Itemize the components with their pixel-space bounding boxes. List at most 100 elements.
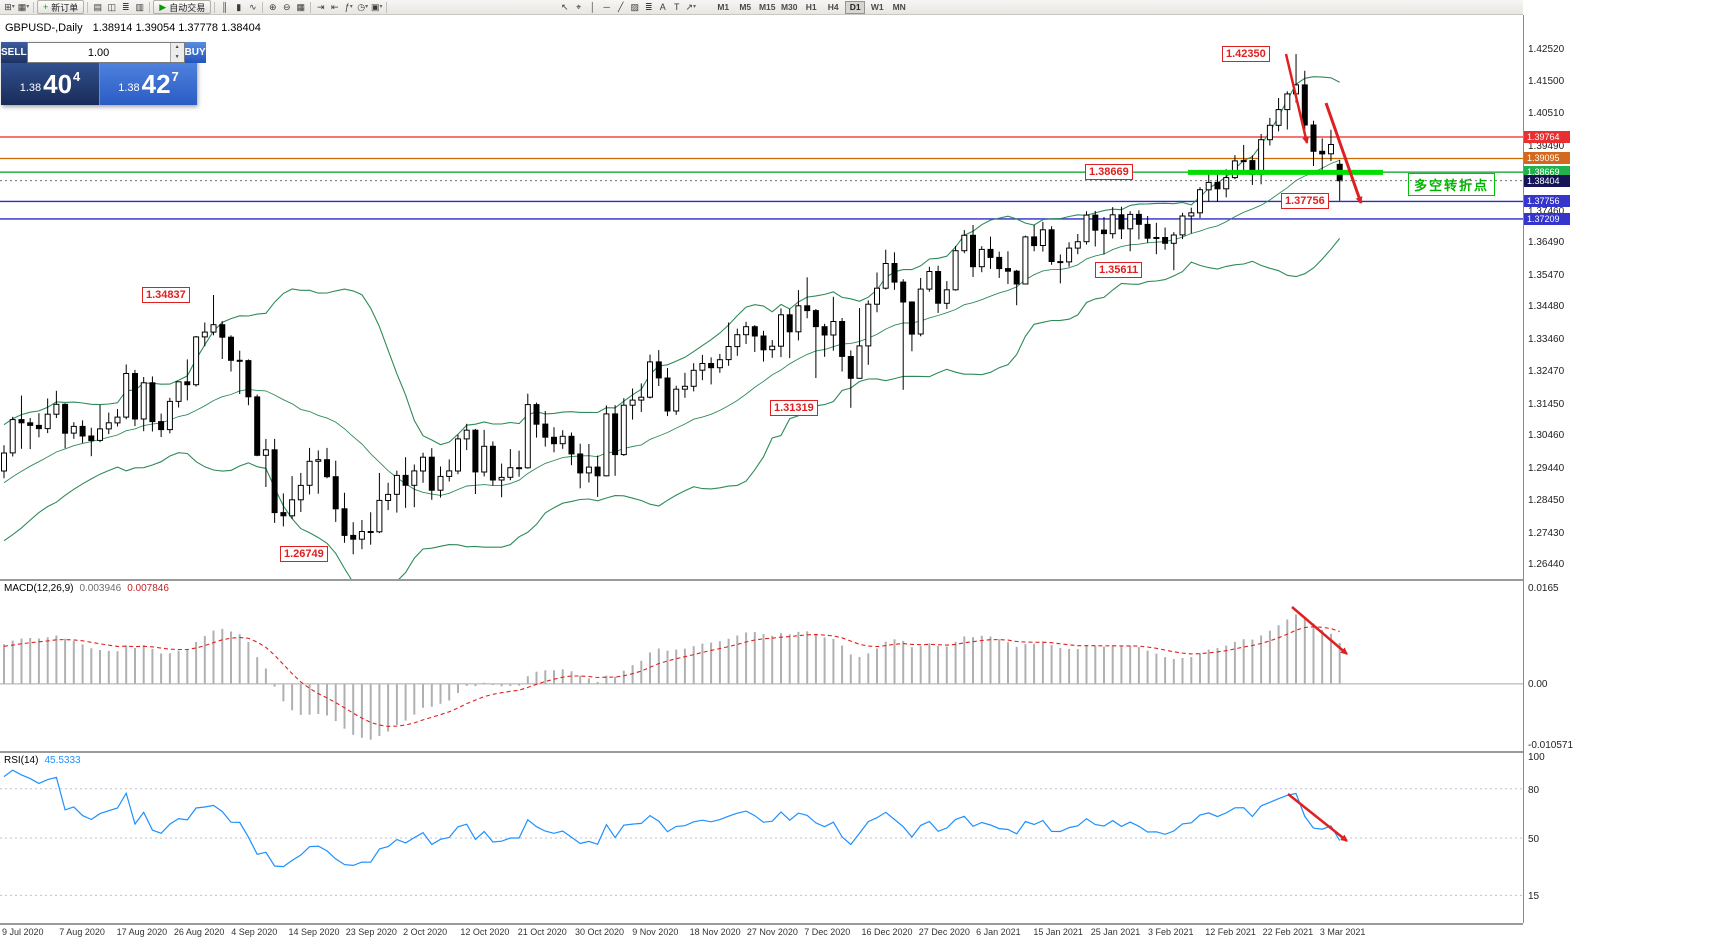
date-axis-label: 3 Mar 2021 <box>1319 927 1366 937</box>
rsi-scale-label: 50 <box>1528 834 1540 845</box>
timeframe-h1-button[interactable]: H1 <box>805 1 817 12</box>
market-watch-icon[interactable]: ▤ <box>93 1 103 12</box>
macd-indicator-panel[interactable]: MACD(12,26,9) 0.003946 0.007846 <box>0 581 1523 751</box>
candlestick-chart-icon[interactable]: ▮ <box>236 1 242 12</box>
text-label-icon[interactable]: T <box>673 1 680 12</box>
sell-price-prefix: 1.38 <box>19 82 42 94</box>
terminal-icon[interactable]: ▥ <box>135 1 145 12</box>
price-scale-label: 1.29440 <box>1528 463 1565 475</box>
vertical-line-icon[interactable]: │ <box>589 1 596 12</box>
price-scale-label: 1.28450 <box>1528 494 1565 506</box>
templates-icon[interactable]: ▣ ▾ <box>370 1 383 12</box>
autotrading-button[interactable]: ▶ 自动交易 <box>153 0 212 14</box>
auto-scroll-icon[interactable]: ⇥ <box>316 1 325 12</box>
macd-main-value: 0.003946 <box>79 583 122 594</box>
new-chart-icon[interactable]: ⊞ ▾ <box>4 1 15 12</box>
zoom-in-icon[interactable]: ⊕ <box>268 1 277 12</box>
chart-shift-icon[interactable]: ⇤ <box>330 1 339 12</box>
fibonacci-icon[interactable]: ≣ <box>644 1 653 12</box>
price-scale-label: 1.42520 <box>1528 43 1565 55</box>
trendline-icon[interactable]: ╱ <box>618 1 624 12</box>
timeframe-m15-button[interactable]: M15 <box>758 1 776 12</box>
date-axis-label: 17 Aug 2020 <box>116 927 168 937</box>
price-scale-label: 1.31450 <box>1528 398 1565 410</box>
price-scale-label: 1.41500 <box>1528 76 1565 88</box>
equidistant-channel-icon[interactable]: ▨ <box>630 1 639 12</box>
price-tag: 1.39764 <box>1524 131 1570 144</box>
sell-price-display[interactable]: 1.38 40 4 <box>1 63 99 105</box>
macd-scale-label: -0.010571 <box>1528 740 1574 752</box>
macd-chart-canvas[interactable] <box>0 581 1523 751</box>
toolbar-separator <box>214 1 216 13</box>
timeframe-m1-button[interactable]: M1 <box>717 1 730 12</box>
timeframe-w1-button[interactable]: W1 <box>870 1 884 12</box>
date-axis-label: 14 Sep 2020 <box>288 927 340 937</box>
toolbar: ⊞ ▾ ▦ ▾ + 新订单 ▤ ◫ ≣ ▥ ▶ 自动交易 ║ ▮ ∿ ⊕ ⊖ ▦ ⇥ ⇤ ƒ ▾ ◷ ▾ ▣ ▾ ↖ ⌖ │ ─ ╱ ▨ ≣ A T… <box>0 0 1732 15</box>
sell-price-big-digits: 40 <box>43 68 73 99</box>
date-axis-label: 2 Oct 2020 <box>403 927 448 937</box>
chart-ohlc-values: 1.38914 1.39054 1.37778 1.38404 <box>92 22 261 34</box>
new-order-button[interactable]: + 新订单 <box>37 0 85 14</box>
data-window-icon[interactable]: ◫ <box>107 1 117 12</box>
price-scale-label: 1.37460 <box>1528 205 1565 217</box>
price-scale-label: 1.35470 <box>1528 269 1565 281</box>
date-axis-label: 15 Jan 2021 <box>1033 927 1083 937</box>
toolbar-separator <box>310 1 312 13</box>
price-scale-label: 1.26440 <box>1528 559 1565 571</box>
date-axis-label: 30 Oct 2020 <box>575 927 625 937</box>
tile-windows-icon[interactable]: ▦ <box>296 1 305 12</box>
date-axis-label: 22 Feb 2021 <box>1262 927 1314 937</box>
date-axis-label: 9 Jul 2020 <box>2 927 44 937</box>
rsi-line <box>3 769 1341 868</box>
date-axis-label: 9 Nov 2020 <box>632 927 679 937</box>
buy-price-big-digits: 42 <box>141 68 171 99</box>
price-scale-label: 1.34480 <box>1528 301 1565 313</box>
toolbar-separator <box>87 1 89 13</box>
arrows-icon[interactable]: ↗ ▾ <box>685 1 696 12</box>
rsi-value: 45.5333 <box>44 755 81 766</box>
profiles-icon[interactable]: ▦ ▾ <box>17 1 30 12</box>
volume-decrease-button[interactable]: ▼ <box>170 52 184 62</box>
toolbar-separator <box>33 1 34 13</box>
date-axis-label: 12 Oct 2020 <box>460 927 510 937</box>
rsi-scale-label: 15 <box>1528 891 1540 903</box>
price-axis[interactable]: 1.425201.415001.405101.394901.384801.374… <box>1523 0 1732 940</box>
timeframe-d1-button[interactable]: D1 <box>845 0 866 14</box>
volume-input[interactable] <box>27 43 170 62</box>
timeframe-m5-button[interactable]: M5 <box>739 1 752 12</box>
date-axis-label: 4 Sep 2020 <box>231 927 278 937</box>
bollinger-middle-band <box>3 159 1340 496</box>
macd-name: MACD(12,26,9) <box>4 583 74 594</box>
volume-increase-button[interactable]: ▲ <box>170 43 184 53</box>
sell-button[interactable]: SELL <box>1 42 27 63</box>
navigator-icon[interactable]: ≣ <box>122 1 130 12</box>
line-chart-icon[interactable]: ∿ <box>248 1 257 12</box>
buy-price-display[interactable]: 1.38 42 7 <box>99 63 197 105</box>
date-axis-label: 27 Dec 2020 <box>918 927 970 937</box>
price-scale-label: 1.33460 <box>1528 334 1565 346</box>
text-icon[interactable]: A <box>659 1 666 12</box>
time-axis[interactable]: 9 Jul 2020 7 Aug 2020 17 Aug 2020 26 Aug 20… <box>0 925 1732 940</box>
rsi-chart-canvas[interactable] <box>0 753 1523 923</box>
macd-scale-label: 0.0165 <box>1528 583 1559 595</box>
macd-histogram <box>3 614 1341 740</box>
periods-icon[interactable]: ◷ ▾ <box>357 1 369 12</box>
macd-label: MACD(12,26,9) 0.003946 0.007846 <box>4 583 169 594</box>
horizontal-line-icon[interactable]: ─ <box>603 1 610 12</box>
rsi-indicator-panel[interactable]: RSI(14) 45.5333 <box>0 753 1523 923</box>
main-chart-panel[interactable]: GBPUSD-,Daily 1.38914 1.39054 1.37778 1.3… <box>0 15 1523 579</box>
bar-chart-icon[interactable]: ║ <box>221 1 228 12</box>
cursor-icon[interactable]: ↖ <box>560 1 569 12</box>
timeframe-mn-button[interactable]: MN <box>892 1 906 12</box>
macd-signal-line <box>3 626 1340 727</box>
crosshair-icon[interactable]: ⌖ <box>576 1 582 12</box>
timeframe-h4-button[interactable]: H4 <box>827 1 839 12</box>
indicators-icon[interactable]: ƒ ▾ <box>344 1 353 12</box>
date-axis-label: 3 Feb 2021 <box>1148 927 1194 937</box>
timeframe-m30-button[interactable]: M30 <box>780 1 798 12</box>
price-chart-canvas[interactable] <box>0 15 1523 579</box>
buy-price-pip: 7 <box>171 68 179 84</box>
zoom-out-icon[interactable]: ⊖ <box>282 1 291 12</box>
buy-button[interactable]: BUY <box>184 42 206 63</box>
